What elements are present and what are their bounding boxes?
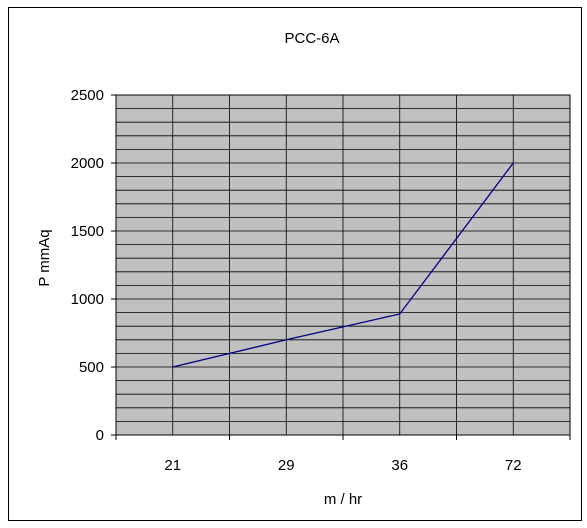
x-tick-label: 72: [505, 457, 522, 474]
x-tick-label: 21: [164, 457, 181, 474]
y-axis-label: P mmAq: [36, 229, 53, 286]
series-line: [172, 162, 514, 368]
series-layer: [172, 162, 514, 368]
y-tick-label: 2500: [71, 87, 104, 104]
x-tick-label: 29: [278, 457, 295, 474]
x-axis-label: m / hr: [324, 491, 362, 508]
x-tick-label: 36: [391, 457, 408, 474]
y-tick-label: 1500: [71, 223, 104, 240]
y-axis-ticks: 0 500 1000 1500 2000 2500: [71, 87, 116, 444]
chart-title: PCC-6A: [284, 30, 339, 47]
y-tick-label: 0: [96, 427, 104, 444]
y-tick-label: 2000: [71, 155, 104, 172]
vertical-gridlines: [172, 95, 514, 435]
x-axis-ticks: 21 29 36 72: [115, 435, 571, 474]
y-tick-label: 1000: [71, 291, 104, 308]
y-tick-label: 500: [79, 359, 104, 376]
